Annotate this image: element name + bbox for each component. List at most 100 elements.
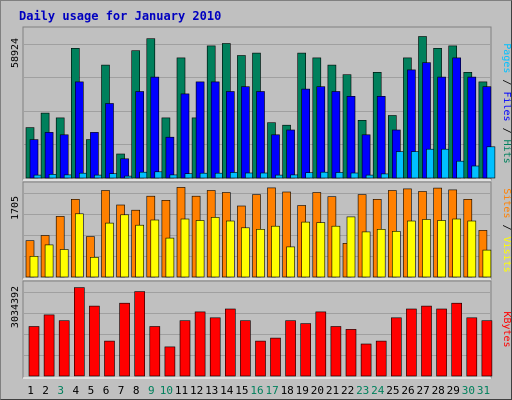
bar-kbytes-day-5 [89, 305, 100, 377]
bar-kbytes-day-23 [360, 343, 372, 377]
bar-sites-day-19 [301, 221, 311, 278]
bar-files-day-15 [241, 86, 250, 179]
bar-files-day-2 [44, 132, 54, 179]
x-tick-label-day-3: 3 [57, 384, 64, 397]
panel-3-ytick-label: 3034392 [10, 286, 21, 328]
legend-kbytes: KBytes [501, 311, 511, 347]
bar-kbytes-day-16 [255, 340, 266, 377]
panel-2-legend: Sites / Visits [501, 188, 511, 272]
bar-files-day-6 [105, 103, 114, 179]
x-tick-label-day-18: 18 [281, 384, 294, 397]
bar-kbytes-day-18 [285, 320, 296, 377]
bar-pages-day-27 [426, 148, 435, 179]
bar-kbytes-day-7 [119, 302, 130, 377]
bar-kbytes-day-22 [345, 329, 357, 377]
x-tick-label-day-31: 31 [477, 384, 490, 397]
panel-1-legend: Pages / Files / Hits [501, 43, 511, 163]
bar-pages-day-28 [441, 148, 450, 179]
bar-sites-day-11 [180, 218, 190, 278]
legend-hits: Hits [501, 140, 511, 164]
panel-3-legend: KBytes [501, 311, 511, 347]
bar-files-day-24 [376, 96, 386, 179]
bar-files-day-5 [90, 132, 99, 179]
bar-kbytes-day-2 [43, 314, 55, 377]
bar-sites-day-31 [482, 249, 492, 278]
bar-sites-day-7 [120, 214, 129, 278]
panel-1-ytick-label: 58924 [10, 38, 21, 68]
x-tick-label-day-22: 22 [341, 384, 354, 397]
x-tick-label-day-27: 27 [416, 384, 429, 397]
bar-sites-day-28 [437, 220, 446, 278]
bar-pages-day-3 [63, 174, 73, 179]
bar-sites-day-24 [376, 229, 386, 278]
bar-pages-day-31 [486, 146, 496, 179]
legend-visits: Visits [501, 237, 511, 273]
chart-title: Daily usage for January 2010 [19, 9, 222, 23]
bar-files-day-16 [256, 91, 265, 179]
bar-kbytes-day-30 [466, 317, 478, 377]
panel-2-ytick-label: 1705 [10, 196, 21, 220]
bar-sites-day-5 [90, 256, 99, 278]
bar-pages-day-2 [48, 174, 58, 179]
bar-kbytes-day-11 [179, 320, 191, 377]
bar-files-day-30 [467, 76, 477, 179]
bar-kbytes-day-14 [225, 308, 236, 377]
x-tick-label-day-9: 9 [148, 384, 155, 397]
bar-sites-day-26 [407, 220, 416, 278]
bar-kbytes-day-21 [330, 326, 342, 377]
bar-kbytes-day-15 [240, 320, 251, 377]
bar-sites-day-4 [75, 213, 84, 278]
bar-pages-day-13 [214, 172, 224, 179]
bar-pages-day-18 [290, 174, 299, 179]
bar-files-day-8 [135, 91, 144, 179]
legend-separator: / [501, 122, 511, 140]
legend-sites: Sites [501, 188, 511, 218]
bar-files-day-20 [316, 86, 326, 179]
bar-kbytes-day-26 [406, 308, 417, 377]
bar-pages-day-20 [320, 171, 330, 179]
bar-sites-day-12 [195, 220, 205, 278]
bar-pages-day-17 [275, 174, 284, 179]
x-tick-label-day-23: 23 [356, 384, 369, 397]
bar-files-day-4 [75, 81, 84, 179]
bar-pages-day-8 [139, 171, 148, 179]
bar-kbytes-day-8 [134, 291, 145, 377]
bar-files-day-9 [150, 76, 160, 179]
x-tick-label-day-10: 10 [160, 384, 173, 397]
bar-pages-day-30 [471, 165, 481, 179]
bar-files-day-18 [286, 129, 295, 179]
bar-sites-day-27 [422, 219, 431, 278]
bar-files-day-11 [180, 93, 190, 179]
x-tick-label-day-19: 19 [296, 384, 309, 397]
bar-pages-day-22 [350, 172, 360, 179]
bar-files-day-22 [346, 96, 356, 179]
legend-files: Files [501, 91, 511, 121]
bar-kbytes-day-3 [58, 320, 70, 377]
bar-sites-day-8 [135, 224, 144, 278]
bar-pages-day-15 [245, 172, 254, 179]
x-tick-label-day-29: 29 [447, 384, 460, 397]
bar-sites-day-30 [467, 220, 477, 278]
x-tick-label-day-16: 16 [250, 384, 263, 397]
bar-files-day-13 [210, 81, 220, 179]
legend-separator: / [501, 73, 511, 91]
x-tick-label-day-17: 17 [265, 384, 278, 397]
legend-pages: Pages [501, 43, 511, 73]
x-tick-label-day-1: 1 [27, 384, 34, 397]
x-tick-label-day-2: 2 [42, 384, 49, 397]
x-tick-label-day-8: 8 [133, 384, 140, 397]
bar-files-day-23 [361, 134, 371, 179]
bar-kbytes-day-4 [74, 287, 85, 377]
bar-sites-day-3 [59, 249, 69, 278]
bar-files-day-7 [120, 158, 129, 179]
bar-files-day-19 [301, 88, 311, 179]
bar-sites-day-18 [286, 246, 295, 278]
x-tick-label-day-26: 26 [401, 384, 414, 397]
bar-sites-day-23 [361, 231, 371, 278]
bar-pages-day-21 [335, 172, 345, 179]
bar-sites-day-25 [391, 231, 401, 278]
bar-files-day-17 [271, 134, 280, 179]
bar-sites-day-15 [241, 227, 250, 278]
x-tick-label-day-6: 6 [103, 384, 110, 397]
bar-pages-day-10 [169, 174, 179, 179]
